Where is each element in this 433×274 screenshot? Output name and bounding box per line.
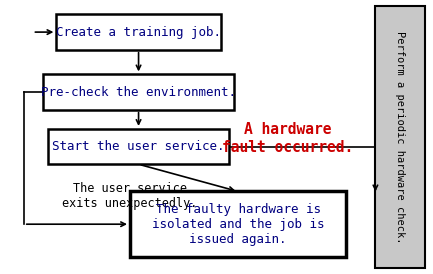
- Bar: [56, 14, 221, 50]
- Text: Create a training job.: Create a training job.: [56, 25, 221, 39]
- Text: A hardware
fault occurred.: A hardware fault occurred.: [222, 122, 354, 155]
- Bar: [130, 192, 346, 257]
- Text: Start the user service.: Start the user service.: [52, 140, 225, 153]
- Text: Perform a periodic hardware check.: Perform a periodic hardware check.: [395, 31, 405, 243]
- Bar: [48, 129, 229, 164]
- Bar: [375, 6, 425, 268]
- Text: Pre-check the environment.: Pre-check the environment.: [41, 85, 236, 99]
- Bar: [43, 74, 234, 110]
- Text: The faulty hardware is
isolated and the job is
issued again.: The faulty hardware is isolated and the …: [152, 203, 324, 246]
- Text: The user service
exits unexpectedly.: The user service exits unexpectedly.: [62, 182, 197, 210]
